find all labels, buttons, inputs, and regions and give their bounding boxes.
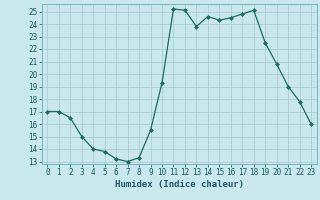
X-axis label: Humidex (Indice chaleur): Humidex (Indice chaleur) xyxy=(115,180,244,189)
